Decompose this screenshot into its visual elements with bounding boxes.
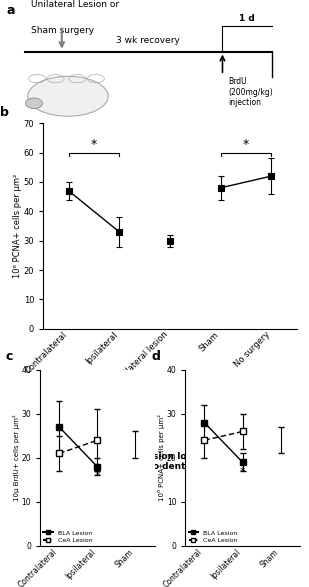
Text: *: *	[243, 138, 249, 151]
Y-axis label: 10⁶ PCNA+ cells per μm²: 10⁶ PCNA+ cells per μm²	[13, 174, 22, 278]
Text: d: d	[151, 350, 160, 363]
Ellipse shape	[28, 76, 108, 116]
Y-axis label: 10⁶ PCNA+ cells per μm²: 10⁶ PCNA+ cells per μm²	[158, 414, 165, 501]
Text: *: *	[95, 471, 100, 481]
Text: BLA lesion location
relative to dentate gyrus: BLA lesion location relative to dentate …	[106, 452, 234, 471]
Y-axis label: 10μ BrdU+ cells per μm²: 10μ BrdU+ cells per μm²	[13, 414, 20, 501]
Text: a: a	[6, 4, 15, 16]
Text: 1 d: 1 d	[239, 15, 255, 23]
Text: c: c	[6, 350, 13, 363]
Text: b: b	[0, 106, 9, 119]
Text: *: *	[240, 467, 245, 477]
Legend: BLA Lesion, CeA Lesion: BLA Lesion, CeA Lesion	[43, 530, 92, 543]
Text: 3 wk recovery: 3 wk recovery	[116, 36, 180, 45]
Text: Sham surgery: Sham surgery	[31, 26, 94, 35]
Legend: BLA Lesion, CeA Lesion: BLA Lesion, CeA Lesion	[188, 530, 238, 543]
Ellipse shape	[25, 98, 43, 109]
Text: BrdU
(200mg/kg)
injection: BrdU (200mg/kg) injection	[229, 77, 273, 107]
Text: Unilateral Lesion or: Unilateral Lesion or	[31, 0, 119, 9]
Text: *: *	[91, 138, 97, 151]
